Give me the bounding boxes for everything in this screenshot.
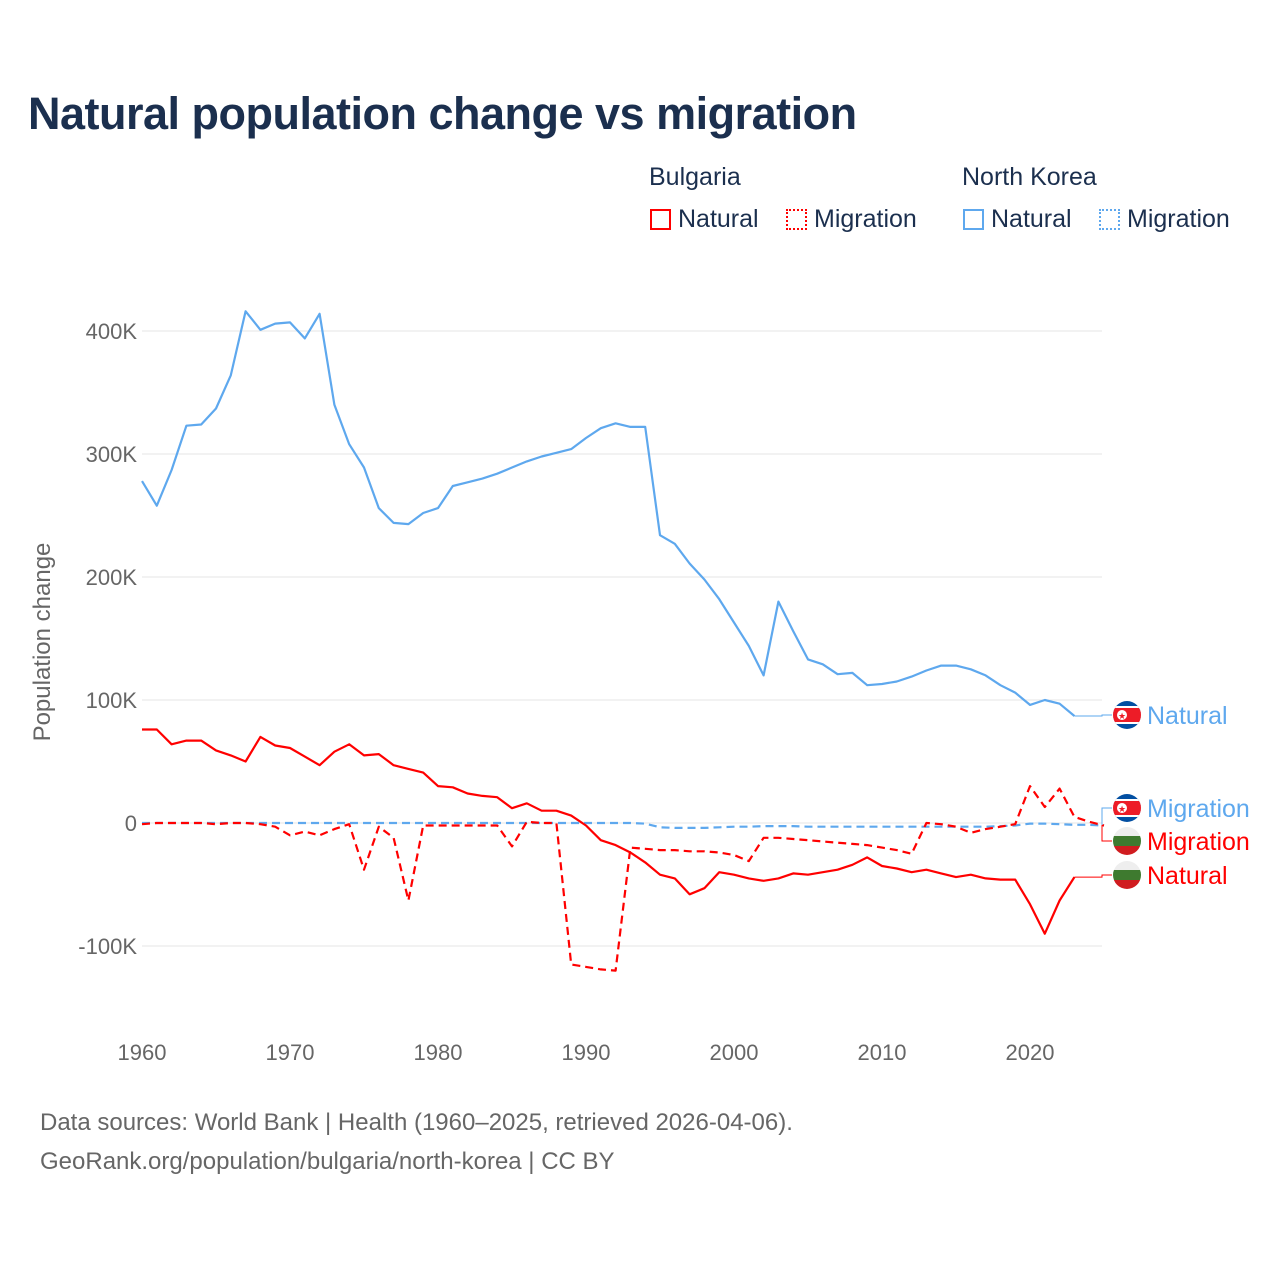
- chart-title: Natural population change vs migration: [28, 88, 857, 139]
- legend-bulgaria-migration[interactable]: Migration: [786, 205, 917, 234]
- series-line-north-korea-migration: [142, 821, 1105, 830]
- bulgaria-flag-icon: [1112, 860, 1142, 890]
- legend-bulgaria-natural[interactable]: Natural: [650, 205, 759, 234]
- x-tick-label: 2010: [858, 1040, 907, 1065]
- y-tick-label: 300K: [86, 442, 138, 467]
- end-label-connector: [1101, 824, 1112, 842]
- series-line-north-korea-natural: [141, 310, 1076, 717]
- legend-swatch-dotted-red: [786, 209, 807, 230]
- end-label-connector: [1074, 874, 1112, 878]
- x-tick-label: 1960: [118, 1040, 167, 1065]
- legend-label: Migration: [1127, 205, 1230, 233]
- legend-swatch-solid-blue: [963, 209, 984, 230]
- north-korea-flag-icon: [1112, 700, 1142, 730]
- legend-label: Migration: [814, 205, 917, 233]
- source-line-1: Data sources: World Bank | Health (1960–…: [40, 1109, 793, 1136]
- end-label: Migration: [1147, 828, 1250, 856]
- legend-north-korea-migration[interactable]: Migration: [1099, 205, 1230, 234]
- legend-group-north-korea: North Korea: [962, 163, 1097, 191]
- series-line-bulgaria-migration: [141, 784, 1105, 972]
- source-line-2[interactable]: GeoRank.org/population/bulgaria/north-ko…: [40, 1148, 615, 1175]
- y-tick-label: 400K: [86, 319, 138, 344]
- end-label-connector: [1101, 807, 1112, 826]
- y-tick-label: -100K: [78, 934, 137, 959]
- y-tick-label: 200K: [86, 565, 138, 590]
- legend-group-bulgaria: Bulgaria: [649, 163, 741, 191]
- x-tick-label: 1970: [266, 1040, 315, 1065]
- x-tick-label: 1980: [414, 1040, 463, 1065]
- north-korea-flag-icon: [1112, 793, 1142, 823]
- x-tick-label: 1990: [562, 1040, 611, 1065]
- x-tick-label: 2020: [1006, 1040, 1055, 1065]
- y-tick-label: 0: [125, 811, 137, 836]
- end-label: Natural: [1147, 862, 1228, 890]
- end-label-connector: [1074, 714, 1112, 717]
- legend-north-korea-natural[interactable]: Natural: [963, 205, 1072, 234]
- end-label: Natural: [1147, 702, 1228, 730]
- legend-swatch-dotted-blue: [1099, 209, 1120, 230]
- legend-swatch-solid-red: [650, 209, 671, 230]
- y-tick-label: 100K: [86, 688, 138, 713]
- end-label: Migration: [1147, 795, 1250, 823]
- bulgaria-flag-icon: [1112, 826, 1142, 856]
- x-tick-label: 2000: [710, 1040, 759, 1065]
- series-line-bulgaria-natural: [142, 728, 1076, 935]
- y-axis-label: Population change: [29, 543, 56, 742]
- legend-label: Natural: [678, 205, 759, 233]
- legend-label: Natural: [991, 205, 1072, 233]
